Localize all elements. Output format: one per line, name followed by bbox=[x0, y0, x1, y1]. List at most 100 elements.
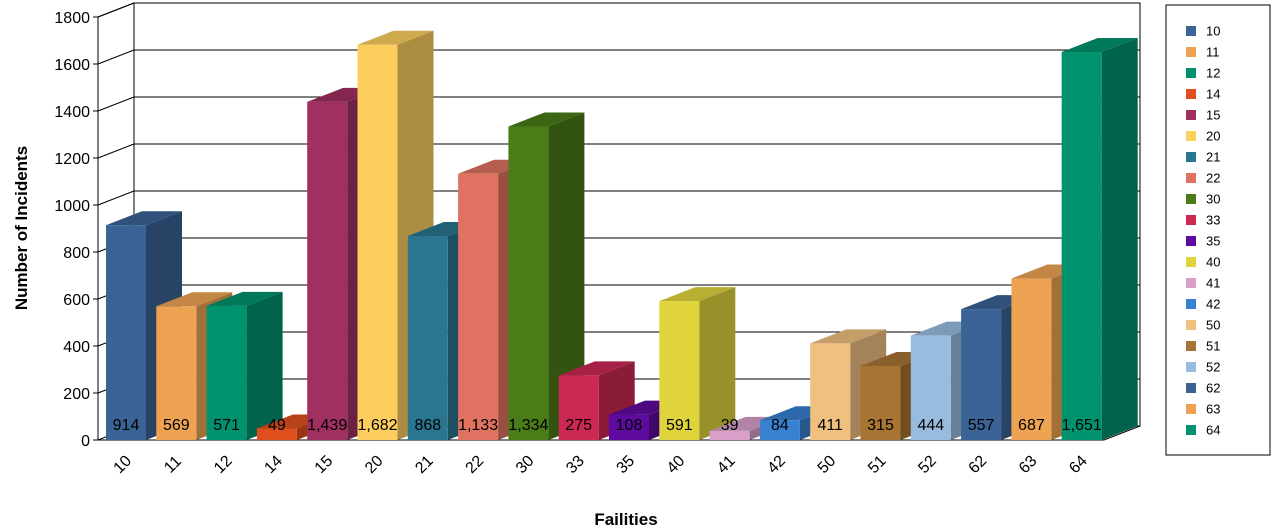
bar-front bbox=[709, 430, 750, 440]
data-label: 49 bbox=[268, 417, 286, 434]
bar-front bbox=[407, 236, 448, 440]
legend-label: 22 bbox=[1206, 171, 1220, 186]
legend-swatch bbox=[1186, 236, 1196, 246]
bar-front bbox=[256, 428, 297, 440]
legend-item: 33 bbox=[1186, 213, 1220, 228]
legend-swatch bbox=[1186, 299, 1196, 309]
legend-label: 51 bbox=[1206, 339, 1220, 354]
data-labels-layer: 914 569 571 49 1,439 1,682 868 1,133 1,334 275 108… bbox=[113, 417, 1102, 434]
bar-side bbox=[1101, 38, 1138, 440]
legend-item: 52 bbox=[1186, 360, 1220, 375]
bar-front bbox=[106, 225, 146, 440]
y-tick-label: 1400 bbox=[54, 104, 90, 121]
bar-side bbox=[699, 287, 736, 440]
legend-item: 12 bbox=[1186, 66, 1220, 81]
x-tick-label: 52 bbox=[915, 452, 940, 477]
legend-label: 30 bbox=[1206, 192, 1220, 207]
x-tick-label: 20 bbox=[362, 452, 387, 477]
bar-top bbox=[558, 361, 635, 376]
bar-front bbox=[659, 301, 700, 440]
y-axis-title: Number of Incidents bbox=[12, 146, 31, 310]
x-tick-label: 64 bbox=[1066, 452, 1091, 477]
legend-box bbox=[1165, 4, 1271, 456]
x-tick-label: 51 bbox=[865, 452, 890, 477]
bar-top bbox=[508, 112, 585, 127]
legend-label: 63 bbox=[1206, 402, 1220, 417]
bar-front bbox=[307, 101, 348, 441]
bar-side bbox=[246, 291, 283, 440]
bar-top bbox=[206, 291, 283, 306]
legend-item: 22 bbox=[1186, 171, 1220, 186]
x-tick-label: 10 bbox=[111, 452, 136, 477]
legend-swatch bbox=[1186, 362, 1196, 372]
bar-front bbox=[558, 375, 599, 440]
bar-front bbox=[156, 306, 197, 440]
legend-item: 15 bbox=[1186, 108, 1220, 123]
bar-top bbox=[1061, 38, 1138, 53]
bar-front bbox=[860, 365, 901, 440]
legend-swatch bbox=[1186, 257, 1196, 267]
bar-front bbox=[961, 309, 1002, 440]
legend-label: 11 bbox=[1206, 45, 1220, 60]
bar-front bbox=[458, 173, 499, 440]
x-tick-label: 62 bbox=[966, 452, 991, 477]
y-tick-label: 400 bbox=[63, 339, 90, 356]
legend-item: 35 bbox=[1186, 234, 1220, 249]
data-label: 1,439 bbox=[307, 417, 347, 434]
x-tick-label: 42 bbox=[764, 452, 789, 477]
bar-64 bbox=[1061, 38, 1138, 440]
x-tick-label: 14 bbox=[261, 452, 286, 477]
bar-front bbox=[609, 414, 649, 440]
grid-layer bbox=[97, 2, 1141, 427]
legend-swatch bbox=[1186, 425, 1196, 435]
legend-swatch bbox=[1186, 278, 1196, 288]
legend-label: 12 bbox=[1206, 66, 1220, 81]
x-tick-label: 30 bbox=[513, 452, 538, 477]
legend-label: 10 bbox=[1206, 24, 1220, 39]
y-tick-label: 600 bbox=[63, 292, 90, 309]
legend-label: 62 bbox=[1206, 381, 1220, 396]
x-tick-label: 40 bbox=[664, 452, 689, 477]
data-label: 571 bbox=[213, 417, 240, 434]
data-label: 1,334 bbox=[508, 417, 548, 434]
y-tick-label: 0 bbox=[81, 433, 90, 450]
legend-label: 64 bbox=[1206, 423, 1220, 438]
bar-front bbox=[508, 126, 549, 440]
data-label: 1,651 bbox=[1062, 417, 1102, 434]
y-tick-label: 1000 bbox=[54, 198, 90, 215]
legend-label: 42 bbox=[1206, 297, 1220, 312]
legend-swatch bbox=[1186, 404, 1196, 414]
legend: 10 11 12 14 15 20 21 22 30 33 35 40 41 42 50 51 52 62 63 64 bbox=[1165, 4, 1271, 456]
legend-label: 40 bbox=[1206, 255, 1220, 270]
legend-label: 15 bbox=[1206, 108, 1220, 123]
y-tick-label: 1800 bbox=[54, 10, 90, 27]
bar-front bbox=[206, 305, 247, 440]
data-label: 914 bbox=[113, 417, 140, 434]
x-tick-label: 11 bbox=[161, 453, 185, 477]
data-label: 275 bbox=[565, 417, 592, 434]
x-tick-label: 35 bbox=[614, 452, 639, 477]
bar-top bbox=[810, 329, 887, 344]
data-label: 444 bbox=[917, 417, 944, 434]
bar-40 bbox=[659, 287, 736, 440]
x-tick-label: 41 bbox=[714, 452, 739, 477]
y-tick-label: 1600 bbox=[54, 57, 90, 74]
legend-label: 21 bbox=[1206, 150, 1220, 165]
data-label: 39 bbox=[721, 417, 739, 434]
data-label: 868 bbox=[414, 417, 441, 434]
data-label: 315 bbox=[867, 417, 894, 434]
gridline-side bbox=[97, 190, 135, 206]
x-tick-label: 12 bbox=[211, 452, 236, 477]
legend-item: 11 bbox=[1186, 45, 1220, 60]
legend-swatch bbox=[1186, 341, 1196, 351]
legend-item: 62 bbox=[1186, 381, 1220, 396]
legend-label: 50 bbox=[1206, 318, 1220, 333]
data-label: 1,133 bbox=[458, 417, 498, 434]
legend-label: 20 bbox=[1206, 129, 1220, 144]
legend-swatch bbox=[1186, 131, 1196, 141]
gridline-side bbox=[97, 49, 135, 65]
data-label: 569 bbox=[163, 417, 190, 434]
x-tick-label: 22 bbox=[463, 452, 488, 477]
bar-top bbox=[659, 287, 736, 302]
legend-swatch bbox=[1186, 68, 1196, 78]
